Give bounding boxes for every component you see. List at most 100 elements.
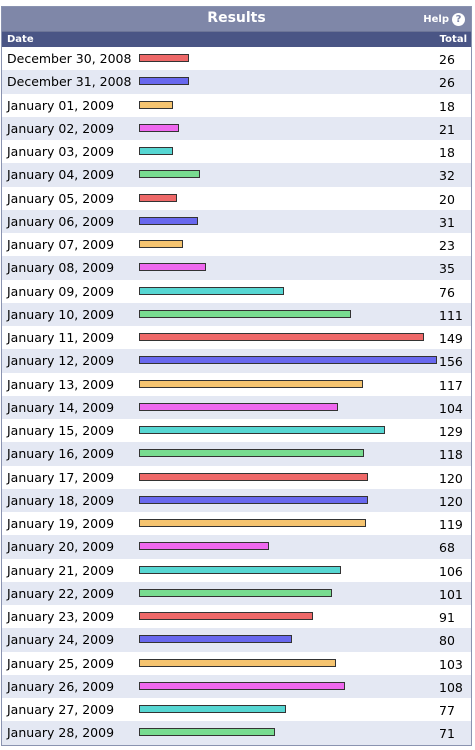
row-total: 68: [439, 540, 455, 556]
row-total: 26: [439, 52, 455, 67]
row-date: January 07, 2009: [7, 237, 115, 252]
row-total: 32: [439, 168, 455, 184]
bar: [139, 333, 424, 341]
row-total: 23: [439, 238, 455, 253]
bar: [139, 286, 284, 295]
row-date: January 12, 2009: [7, 353, 115, 369]
row-total: 156: [439, 354, 463, 370]
row-total: 31: [439, 214, 455, 230]
question-circle-icon[interactable]: ?: [452, 13, 465, 26]
table-row: January 09, 2009 76: [2, 280, 471, 303]
bar: [139, 216, 198, 225]
row-date: January 27, 2009: [7, 702, 115, 717]
table-row: January 19, 2009 119: [2, 512, 471, 535]
row-total: 18: [439, 98, 455, 114]
row-date: December 31, 2008: [7, 74, 132, 90]
row-date: January 06, 2009: [7, 213, 115, 229]
column-header-date: Date: [7, 34, 34, 45]
table-row: January 07, 2009 23: [2, 233, 471, 256]
row-date: January 17, 2009: [7, 469, 115, 485]
bar: [139, 728, 275, 737]
row-total: 21: [439, 121, 455, 137]
table-row: January 13, 2009 117: [2, 373, 471, 396]
help-link[interactable]: Help ?: [423, 13, 465, 26]
row-date: January 15, 2009: [7, 423, 115, 438]
table-row: January 21, 2009 106: [2, 559, 471, 582]
row-total: 119: [439, 517, 463, 532]
row-total: 129: [439, 424, 463, 439]
row-date: January 22, 2009: [7, 585, 115, 601]
table-row: January 15, 2009 129: [2, 419, 471, 442]
bar: [139, 519, 366, 527]
row-date: January 10, 2009: [7, 306, 115, 322]
row-date: January 25, 2009: [7, 655, 115, 671]
table-row: January 08, 2009 35: [2, 256, 471, 280]
row-date: January 20, 2009: [7, 539, 115, 555]
bar: [139, 612, 313, 620]
row-total: 77: [439, 703, 455, 718]
row-date: January 01, 2009: [7, 97, 115, 113]
results-title: Results: [207, 10, 266, 26]
table-row: January 04, 2009 32: [2, 163, 471, 187]
table-row: January 27, 2009 77: [2, 698, 471, 721]
table-row: January 01, 2009 18: [2, 94, 471, 117]
bar: [139, 449, 364, 458]
table-row: January 17, 2009 120: [2, 466, 471, 489]
row-date: January 26, 2009: [7, 678, 115, 694]
row-total: 18: [439, 145, 455, 160]
results-panel: Results Help ? Date Total December 30, 2…: [1, 6, 472, 746]
row-date: January 02, 2009: [7, 120, 115, 136]
row-total: 80: [439, 633, 455, 649]
table-row: January 10, 2009 111: [2, 302, 471, 326]
row-date: January 05, 2009: [7, 190, 115, 206]
table-row: January 14, 2009 104: [2, 395, 471, 419]
table-row: January 23, 2009 91: [2, 605, 471, 628]
row-total: 149: [439, 331, 463, 346]
bar: [139, 263, 206, 272]
row-date: January 08, 2009: [7, 260, 115, 276]
row-date: January 13, 2009: [7, 376, 115, 392]
row-date: January 14, 2009: [7, 399, 115, 415]
row-total: 76: [439, 284, 455, 300]
row-date: January 11, 2009: [7, 330, 115, 345]
bar: [139, 356, 437, 365]
row-date: January 21, 2009: [7, 562, 115, 578]
bar: [139, 77, 189, 86]
row-date: January 18, 2009: [7, 492, 115, 508]
row-total: 35: [439, 261, 455, 277]
table-row: January 22, 2009 101: [2, 581, 471, 605]
row-date: January 04, 2009: [7, 167, 115, 183]
bar: [139, 681, 345, 690]
table-row: January 05, 2009 20: [2, 187, 471, 210]
help-label[interactable]: Help: [423, 14, 449, 25]
bar: [139, 54, 189, 62]
row-total: 101: [439, 586, 463, 602]
row-total: 71: [439, 726, 455, 742]
row-date: January 28, 2009: [7, 725, 115, 741]
row-total: 104: [439, 400, 463, 416]
bar: [139, 402, 338, 411]
row-total: 118: [439, 447, 463, 463]
row-total: 120: [439, 493, 463, 509]
row-total: 20: [439, 191, 455, 207]
table-row: January 16, 2009 118: [2, 442, 471, 466]
row-date: January 16, 2009: [7, 446, 115, 462]
table-row: December 31, 2008 26: [2, 70, 471, 94]
bar: [139, 193, 177, 202]
table-row: January 20, 2009 68: [2, 535, 471, 559]
bar: [139, 309, 351, 318]
table-row: January 11, 2009 149: [2, 326, 471, 349]
column-header: Date Total: [2, 32, 471, 47]
bar: [139, 147, 173, 155]
bar: [139, 426, 385, 434]
bar: [139, 123, 179, 132]
row-total: 108: [439, 679, 463, 695]
bar: [139, 495, 368, 504]
results-titlebar: Results Help ?: [2, 7, 471, 32]
table-row: January 06, 2009 31: [2, 209, 471, 233]
bar: [139, 542, 269, 551]
table-row: January 02, 2009 21: [2, 116, 471, 140]
bar: [139, 588, 332, 597]
row-total: 106: [439, 563, 463, 579]
bar: [139, 379, 363, 388]
